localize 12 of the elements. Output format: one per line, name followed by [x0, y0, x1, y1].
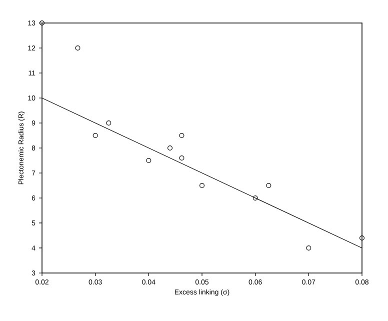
point — [179, 132, 184, 138]
point — [359, 235, 364, 240]
point — [146, 158, 152, 163]
point — [200, 182, 204, 188]
point — [106, 120, 112, 126]
point — [306, 245, 312, 250]
point — [168, 145, 172, 150]
point — [75, 45, 80, 50]
point — [252, 195, 258, 200]
point — [266, 182, 272, 188]
point — [92, 132, 98, 138]
point — [179, 155, 184, 160]
